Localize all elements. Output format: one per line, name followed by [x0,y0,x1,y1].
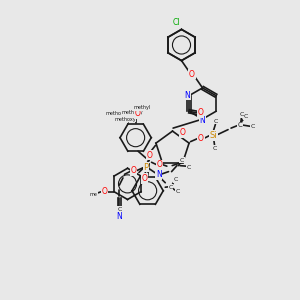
Text: O: O [147,151,153,160]
Text: C: C [169,185,173,190]
Text: methoxy: methoxy [114,117,136,122]
Text: C: C [117,207,122,212]
Text: C: C [251,124,255,129]
Text: O: O [101,187,107,196]
Text: O: O [157,160,163,169]
Text: Si: Si [209,131,217,140]
Text: C: C [214,119,218,124]
Text: O: O [197,108,203,117]
Text: O: O [122,113,128,122]
Text: C: C [180,158,184,163]
Text: C: C [239,112,244,117]
Text: methyl: methyl [134,105,151,110]
Text: methoxy: methoxy [106,111,127,116]
Text: O: O [189,70,195,79]
Text: O: O [134,110,140,118]
Text: C: C [244,114,248,119]
Text: C: C [187,165,191,170]
Text: O: O [130,166,136,175]
Text: C: C [174,177,178,182]
Text: me: me [90,192,98,197]
Text: O: O [198,134,204,142]
Text: O: O [179,128,185,137]
Text: C: C [238,122,242,128]
Text: C: C [213,146,217,151]
Text: N: N [200,116,206,125]
Text: P: P [143,163,148,172]
Text: Cl: Cl [172,18,180,27]
Text: O: O [142,174,148,183]
Text: methoxy: methoxy [122,110,143,115]
Text: N: N [116,212,122,221]
Text: N: N [156,170,161,179]
Text: C: C [176,189,180,194]
Text: N: N [184,91,190,100]
